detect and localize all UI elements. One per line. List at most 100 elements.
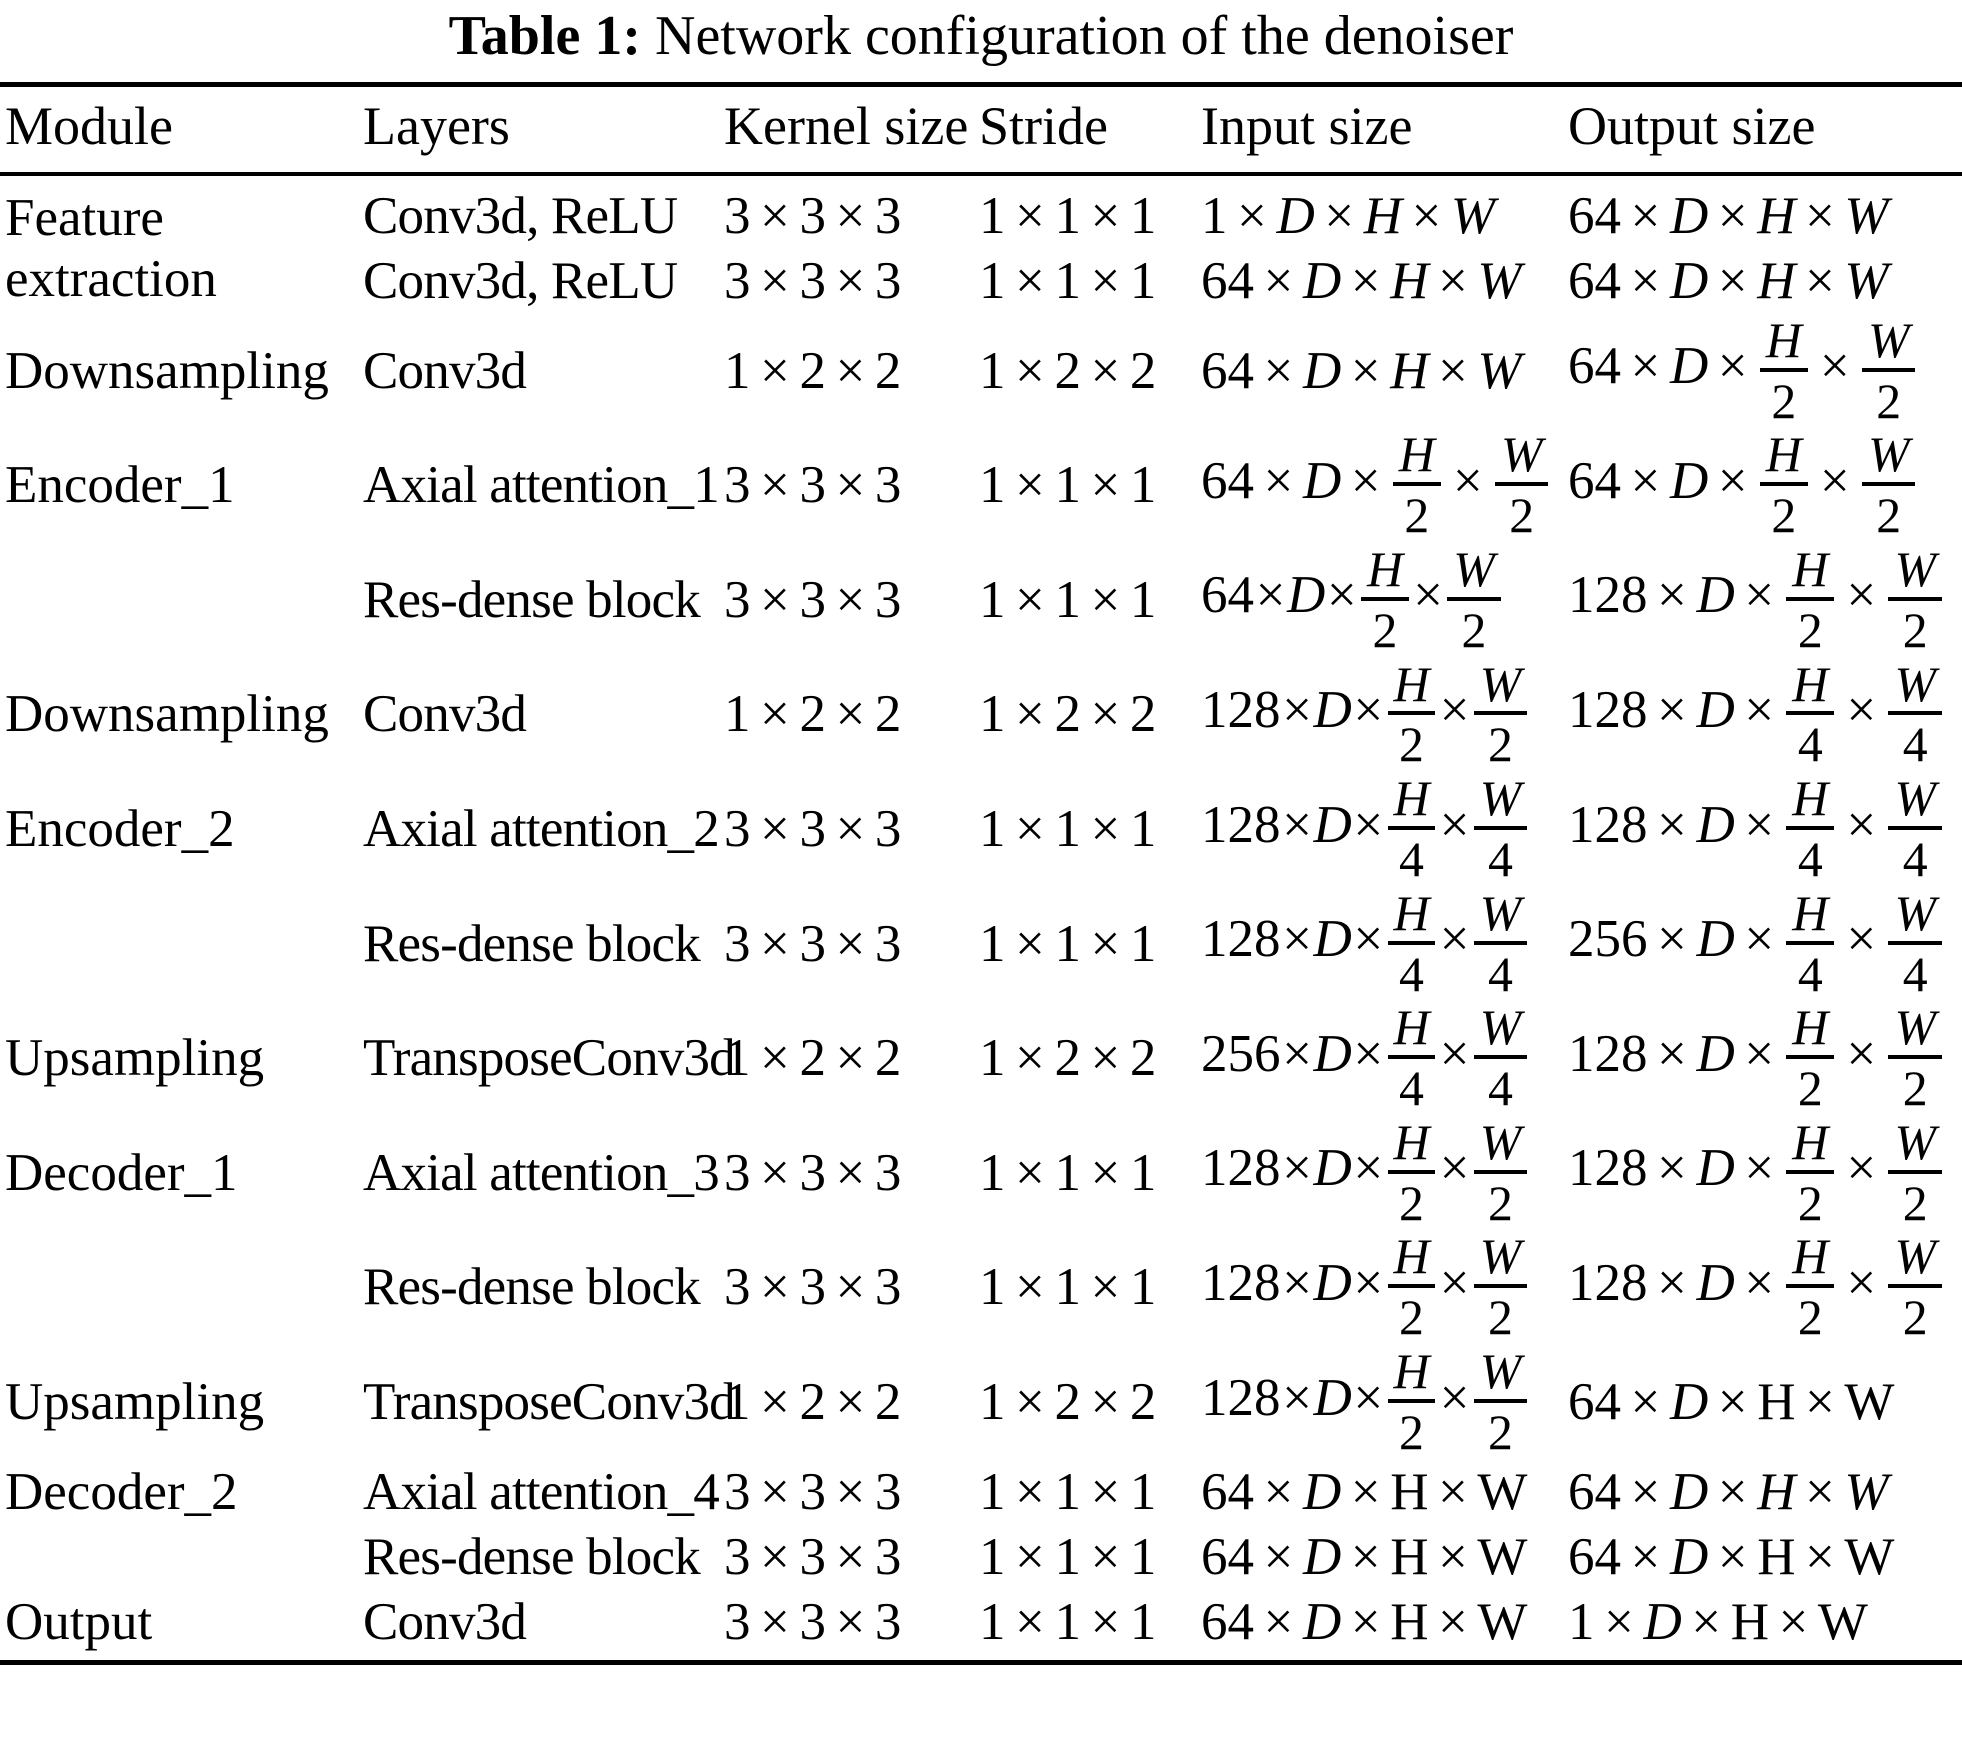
multiplication-sign: × — [1846, 1139, 1877, 1198]
multiplication-sign: × — [1263, 341, 1294, 400]
table-row: Decoder_1 Axial attention_3 3 × 3 × 3 1 × 1 × 1 128×… — [0, 1116, 1962, 1231]
multiplication-sign: × — [760, 1143, 790, 1202]
multiplication-sign: × — [1353, 1139, 1384, 1198]
cell-layers: Axial attention_1 — [363, 456, 720, 515]
cell-module — [0, 1230, 363, 1345]
multiplication-sign: × — [835, 1462, 866, 1521]
cell-layers: Conv3d, ReLU — [363, 251, 678, 310]
multiplication-sign: × — [1439, 681, 1470, 740]
cell-stride: 1 × 1 × 1 — [979, 772, 1201, 887]
math-expression: 1 × 2 × 2 — [979, 1029, 1157, 1088]
multiplication-sign: × — [1090, 186, 1121, 245]
multiplication-sign: × — [1805, 1527, 1835, 1586]
multiplication-sign: × — [760, 1527, 790, 1586]
multiplication-sign: × — [1630, 1527, 1661, 1586]
multiplication-sign: × — [1439, 1139, 1470, 1198]
table-header: Module Layers Kernel size Stride Input s… — [0, 84, 1962, 176]
multiplication-sign: × — [1846, 795, 1877, 854]
cell-kernel-size: 3 × 3 × 3 — [724, 249, 979, 314]
cell-stride: 1 × 1 × 1 — [979, 1230, 1201, 1345]
multiplication-sign: × — [1282, 910, 1312, 969]
cell-module: Downsampling — [5, 341, 329, 400]
multiplication-sign: × — [1324, 186, 1355, 245]
cell-layers: Conv3d — [363, 341, 527, 400]
multiplication-sign: × — [835, 685, 866, 744]
multiplication-sign: × — [1717, 251, 1748, 310]
math-expression: 64 × D × H × W — [1201, 341, 1522, 400]
multiplication-sign: × — [1805, 251, 1835, 310]
multiplication-sign: × — [1438, 1527, 1468, 1586]
cell-module: Feature extraction — [5, 188, 217, 308]
math-expression: 1 × 1 × 1 — [979, 186, 1157, 245]
multiplication-sign: × — [1282, 1024, 1312, 1083]
math-expression: 3 × 3 × 3 — [724, 914, 902, 973]
multiplication-sign: × — [760, 1029, 790, 1088]
cell-stride: 1 × 1 × 1 — [979, 428, 1201, 543]
math-expression: 1 × 2 × 2 — [979, 341, 1157, 400]
cell-module: Output — [5, 1592, 153, 1651]
cell-layers: Axial attention_3 — [363, 1143, 720, 1202]
cell-module: Decoder_2 — [5, 1462, 238, 1521]
multiplication-sign: × — [1015, 1029, 1045, 1088]
multiplication-sign: × — [1805, 1462, 1835, 1521]
multiplication-sign: × — [1015, 1258, 1045, 1317]
table-title-text: Network configuration of the denoiser — [655, 5, 1514, 67]
multiplication-sign: × — [1282, 1139, 1312, 1198]
multiplication-sign: × — [1015, 1527, 1045, 1586]
cell-output-size: 128 × D × H 4 × W 4 — [1568, 772, 1962, 887]
table-row: Decoder_2 Axial attention_4 3 × 3 × 3 1 × 1 × 1 64 × D… — [0, 1460, 1962, 1525]
multiplication-sign: × — [1819, 451, 1850, 510]
page: Table 1: Network configuration of the de… — [0, 5, 1962, 1666]
table-row: Conv3d, ReLU 3 × 3 × 3 1 × 1 × 1 64 × D × H × W 64 × D × H × W — [0, 249, 1962, 314]
multiplication-sign: × — [1439, 1368, 1470, 1427]
multiplication-sign: × — [1090, 1258, 1121, 1317]
multiplication-sign: × — [1015, 251, 1045, 310]
math-expression: 1 × D × H × W — [1568, 1592, 1868, 1651]
multiplication-sign: × — [760, 685, 790, 744]
multiplication-sign: × — [1778, 1592, 1809, 1651]
cell-kernel-size: 3 × 3 × 3 — [724, 1525, 979, 1590]
multiplication-sign: × — [1819, 337, 1850, 396]
multiplication-sign: × — [1015, 456, 1045, 515]
cell-module — [0, 1525, 363, 1590]
multiplication-sign: × — [1438, 1462, 1468, 1521]
math-expression: 1 × 1 × 1 — [979, 1258, 1157, 1317]
multiplication-sign: × — [760, 1372, 790, 1431]
math-expression: 64 × D × H × W — [1201, 1592, 1528, 1651]
table-row: Downsampling Conv3d 1 × 2 × 2 1 × 2 × 2 128×D× H 2 × W 2 1… — [0, 658, 1962, 773]
multiplication-sign: × — [1604, 1592, 1634, 1651]
cell-stride: 1 × 2 × 2 — [979, 658, 1201, 773]
math-expression: 64 × D × H × W — [1568, 1527, 1895, 1586]
math-expression: 1 × 2 × 2 — [724, 1029, 902, 1088]
multiplication-sign: × — [1350, 1462, 1381, 1521]
math-expression: 3 × 3 × 3 — [724, 186, 902, 245]
table-row: Encoder_2 Axial attention_2 3 × 3 × 3 1 × 1 × 1 128×… — [0, 772, 1962, 887]
table-row: Upsampling TransposeConv3d 1 × 2 × 2 1 × 2 × 2 128×D… — [0, 1345, 1962, 1460]
cell-kernel-size: 3 × 3 × 3 — [724, 543, 979, 658]
math-expression: 1 × 1 × 1 — [979, 251, 1157, 310]
multiplication-sign: × — [1090, 456, 1121, 515]
cell-stride: 1 × 1 × 1 — [979, 887, 1201, 1002]
table-title-label: Table 1: — [448, 5, 641, 67]
math-expression: 1 × 1 × 1 — [979, 1143, 1157, 1202]
multiplication-sign: × — [1744, 795, 1775, 854]
multiplication-sign: × — [1717, 337, 1748, 396]
multiplication-sign: × — [835, 341, 866, 400]
multiplication-sign: × — [1657, 1253, 1687, 1312]
math-expression: 64 × D × H × W — [1568, 1462, 1889, 1521]
